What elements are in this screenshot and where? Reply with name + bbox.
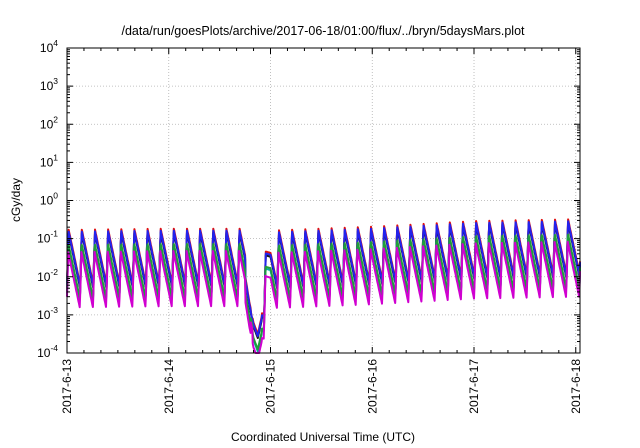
x-tick-label: 2017-6-14 bbox=[162, 359, 176, 414]
x-tick-label: 2017-6-13 bbox=[60, 359, 74, 414]
chart-title: /data/run/goesPlots/archive/2017-06-18/0… bbox=[121, 24, 525, 38]
x-axis-label: Coordinated Universal Time (UTC) bbox=[231, 430, 415, 444]
x-tick-label: 2017-6-18 bbox=[569, 359, 583, 414]
series-line bbox=[66, 233, 581, 351]
y-tick-label: 10-4 bbox=[37, 343, 58, 360]
x-axis-ticks: 2017-6-13 2017-6-14 2017-6-15 2017-6-16 2017… bbox=[60, 48, 583, 414]
series-line bbox=[66, 240, 581, 354]
y-tick-label: 10-1 bbox=[37, 229, 58, 246]
y-axis-label: cGy/day bbox=[9, 178, 23, 222]
x-tick-label: 2017-6-17 bbox=[467, 359, 481, 414]
y-tick-label: 103 bbox=[40, 76, 58, 93]
data-series bbox=[66, 218, 581, 354]
plot-frame bbox=[66, 47, 581, 354]
x-tick-label: 2017-6-16 bbox=[365, 359, 379, 414]
y-tick-label: 100 bbox=[40, 191, 58, 208]
y-tick-label: 102 bbox=[40, 114, 58, 131]
series-line bbox=[66, 220, 581, 338]
y-tick-label: 104 bbox=[40, 38, 58, 55]
x-tick-label: 2017-6-15 bbox=[264, 359, 278, 414]
grid-lines bbox=[67, 48, 580, 353]
y-tick-label: 10-2 bbox=[37, 267, 58, 284]
y-tick-label: 101 bbox=[40, 152, 58, 169]
y-tick-label: 10-3 bbox=[37, 305, 58, 322]
